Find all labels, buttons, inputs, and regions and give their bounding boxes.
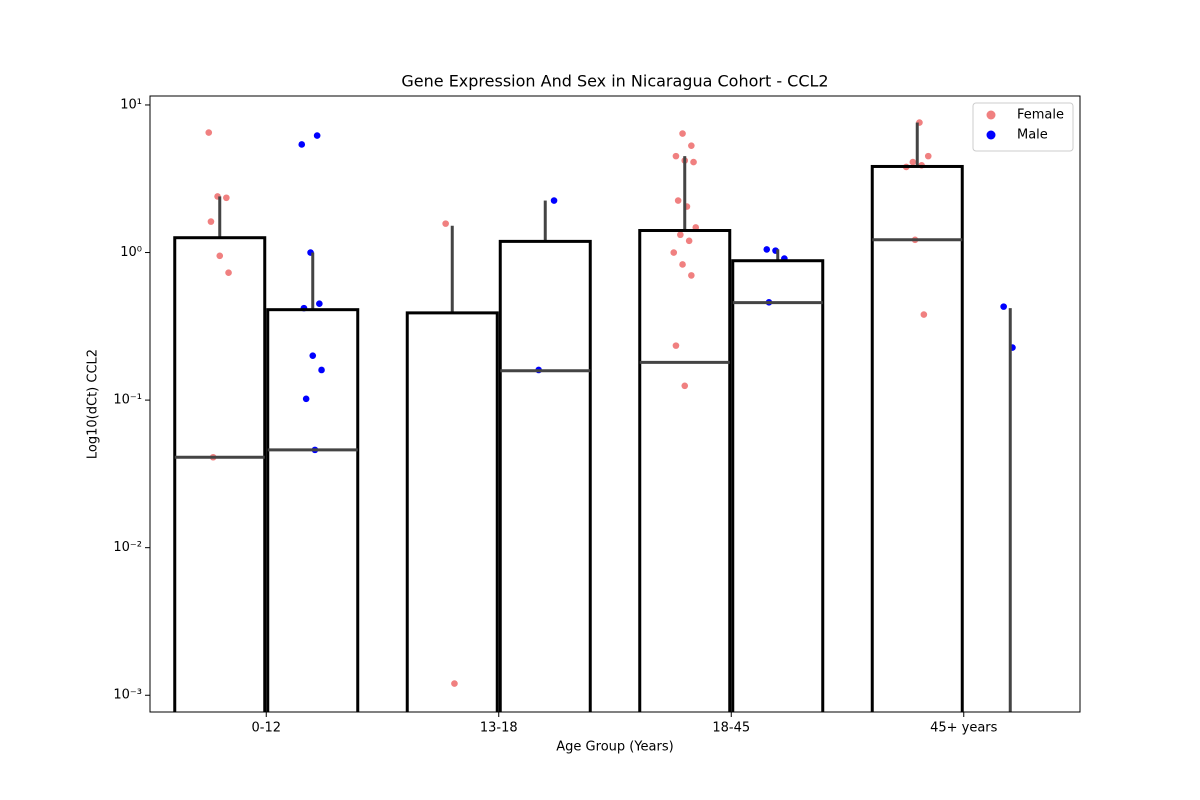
bar xyxy=(266,308,360,712)
x-axis-label: Age Group (Years) xyxy=(556,740,673,755)
data-point xyxy=(225,269,232,277)
x-tick-label: 0-12 xyxy=(251,721,281,736)
data-point xyxy=(909,158,917,166)
y-tick-label: 10⁰ xyxy=(120,245,142,260)
data-point xyxy=(223,194,230,202)
data-point xyxy=(690,158,697,166)
axes-frame xyxy=(149,95,1081,713)
data-point xyxy=(302,395,310,403)
data-point xyxy=(688,272,695,279)
data-point xyxy=(679,261,686,268)
y-tick-label: 10⁻³ xyxy=(113,688,142,703)
legend-label: Female xyxy=(1017,108,1064,123)
data-point xyxy=(924,152,932,160)
x-tick-label: 45+ years xyxy=(930,721,998,736)
bar xyxy=(405,311,499,712)
y-tick-label: 10¹ xyxy=(120,97,142,112)
data-point xyxy=(763,246,771,253)
bar xyxy=(731,259,825,712)
data-point xyxy=(677,231,684,239)
data-point xyxy=(688,142,695,149)
bar xyxy=(870,164,964,712)
data-point xyxy=(318,366,325,374)
x-tick-label: 13-18 xyxy=(480,721,518,736)
legend-marker xyxy=(986,130,996,140)
y-axis-label: Log10(dCt) CCL2 xyxy=(86,349,101,459)
data-point xyxy=(679,130,686,137)
legend-marker xyxy=(986,110,996,120)
data-point xyxy=(550,197,558,204)
x-tick-label: 18-45 xyxy=(712,721,750,736)
data-point xyxy=(207,218,215,225)
chart-title: Gene Expression And Sex in Nicaragua Coh… xyxy=(401,72,828,91)
data-point xyxy=(920,311,928,318)
bar xyxy=(498,239,592,712)
data-point xyxy=(674,197,682,204)
data-point xyxy=(309,352,317,359)
data-point xyxy=(298,141,306,148)
data-point xyxy=(681,382,689,390)
data-point xyxy=(685,237,693,245)
data-point xyxy=(316,300,323,308)
bar xyxy=(638,229,732,712)
y-tick-label: 10⁻¹ xyxy=(113,393,142,408)
data-point xyxy=(216,252,224,260)
data-point xyxy=(313,132,321,139)
bar xyxy=(173,236,267,712)
data-point xyxy=(1000,303,1007,310)
plot-area xyxy=(173,119,1016,712)
legend-box xyxy=(972,102,1074,152)
data-point xyxy=(672,152,680,160)
data-point xyxy=(205,129,213,136)
legend-label: Male xyxy=(1017,128,1048,143)
data-point xyxy=(670,249,678,256)
data-point xyxy=(442,220,449,227)
data-point xyxy=(451,680,458,687)
data-point xyxy=(672,342,680,349)
y-tick-label: 10⁻² xyxy=(113,540,142,555)
